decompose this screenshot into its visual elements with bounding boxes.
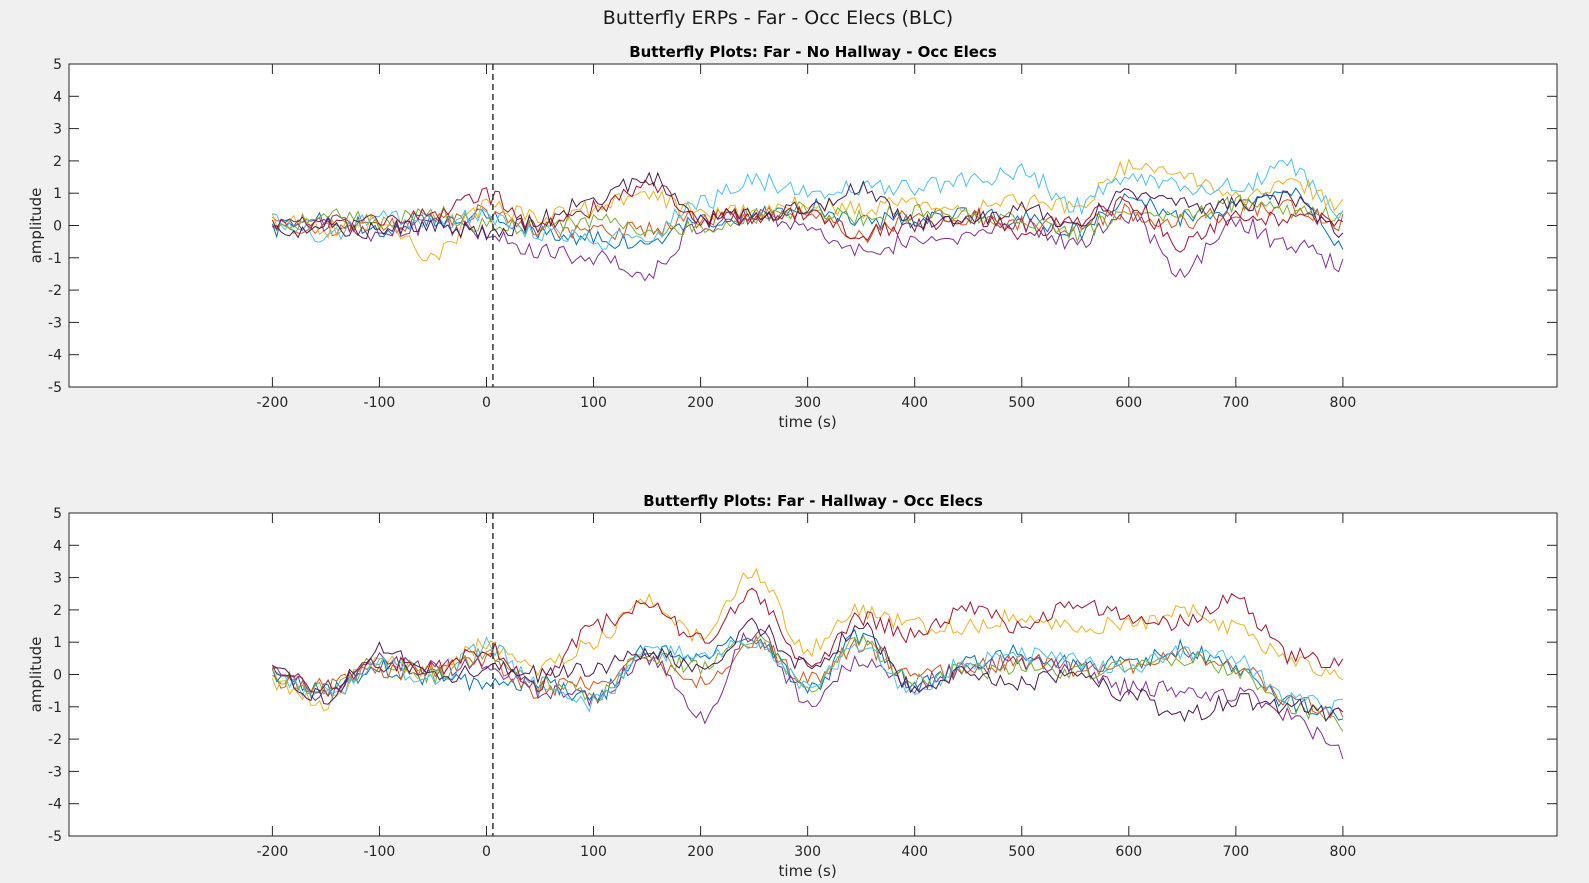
x-tick-label: 0: [482, 844, 491, 860]
y-tick-label: 5: [53, 57, 62, 73]
x-tick-label: 200: [687, 395, 714, 411]
y-tick-label: 4: [53, 89, 62, 105]
series-line-6: [272, 636, 1343, 715]
series-line-6: [272, 157, 1344, 250]
series-group: [271, 157, 1344, 282]
x-tick-label: -200: [257, 844, 289, 860]
x-tick-label: 800: [1330, 844, 1357, 860]
y-tick-label: -4: [48, 797, 62, 813]
x-tick-label: -200: [257, 395, 289, 411]
y-tick-label: -5: [48, 829, 62, 845]
y-tick-label: -3: [48, 315, 62, 331]
subplot-title: Butterfly Plots: Far - Hallway - Occ Ele…: [643, 492, 983, 510]
series-line-8: [272, 617, 1344, 723]
series-line-7: [271, 179, 1344, 253]
subplot-1: Butterfly Plots: Far - No Hallway - Occ …: [27, 43, 1558, 431]
x-tick-label: 100: [580, 395, 607, 411]
series-line-7: [271, 587, 1344, 693]
x-tick-label: 700: [1222, 844, 1249, 860]
y-tick-label: 0: [53, 668, 62, 684]
x-tick-label: 600: [1115, 395, 1142, 411]
y-tick-label: 4: [53, 538, 62, 554]
x-tick-label: -100: [364, 395, 396, 411]
x-tick-label: 400: [901, 844, 928, 860]
y-axis-label: amplitude: [27, 637, 45, 713]
y-tick-label: 3: [53, 571, 62, 587]
x-tick-label: 100: [580, 844, 607, 860]
y-tick-label: 3: [53, 122, 62, 138]
y-tick-label: -2: [48, 283, 62, 299]
y-tick-label: 1: [53, 635, 62, 651]
plot-area: [69, 513, 1557, 836]
y-tick-label: -3: [48, 764, 62, 780]
series-line-5: [271, 194, 1344, 244]
x-tick-label: 400: [901, 395, 928, 411]
x-tick-label: 800: [1330, 395, 1357, 411]
x-axis-label: time (s): [779, 862, 837, 880]
subplot-2: Butterfly Plots: Far - Hallway - Occ Ele…: [27, 492, 1558, 880]
x-tick-label: 500: [1008, 844, 1035, 860]
x-tick-label: 300: [794, 395, 821, 411]
x-tick-label: -100: [364, 844, 396, 860]
x-tick-label: 500: [1008, 395, 1035, 411]
y-tick-label: 1: [53, 186, 62, 202]
subplot-title: Butterfly Plots: Far - No Hallway - Occ …: [629, 43, 997, 61]
series-line-8: [272, 171, 1344, 241]
x-tick-label: 0: [482, 395, 491, 411]
x-tick-label: 300: [794, 844, 821, 860]
y-tick-label: 0: [53, 219, 62, 235]
x-tick-label: 700: [1222, 395, 1249, 411]
figure-title: Butterfly ERPs - Far - Occ Elecs (BLC): [603, 7, 953, 29]
x-axis-label: time (s): [779, 413, 837, 431]
y-tick-label: -5: [48, 380, 62, 396]
y-tick-label: -1: [48, 700, 62, 716]
series-group: [271, 567, 1344, 760]
x-tick-label: 600: [1115, 844, 1142, 860]
y-tick-label: 2: [53, 603, 62, 619]
y-tick-label: -1: [48, 251, 62, 267]
y-axis-label: amplitude: [27, 188, 45, 264]
y-tick-label: -4: [48, 348, 62, 364]
series-line-2: [272, 634, 1344, 719]
series-line-3: [271, 158, 1344, 262]
y-tick-label: 2: [53, 154, 62, 170]
y-tick-label: 5: [53, 506, 62, 522]
y-tick-label: -2: [48, 732, 62, 748]
x-tick-label: 200: [687, 844, 714, 860]
